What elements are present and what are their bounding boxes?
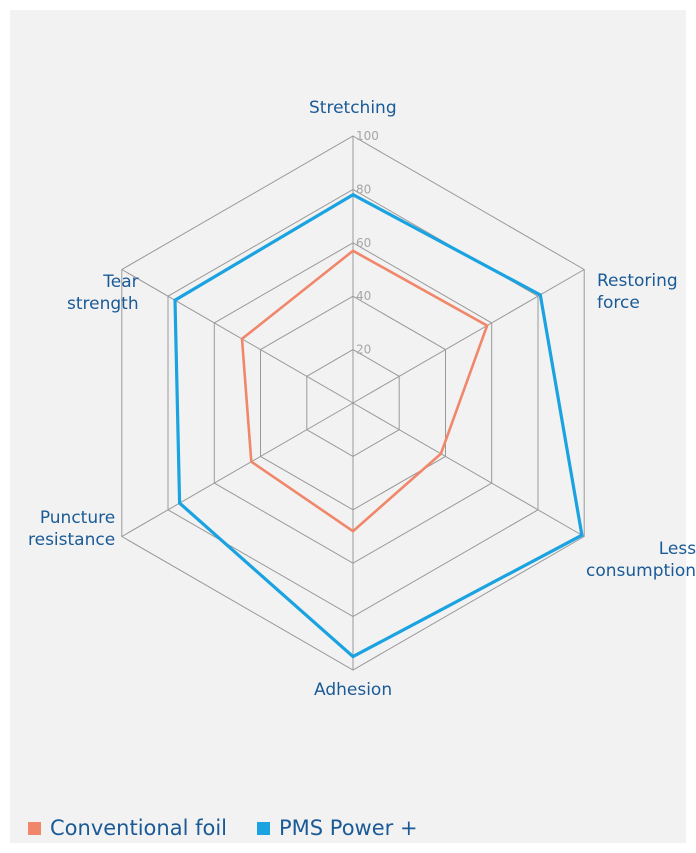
category-label-puncture-resistance: Puncture resistance (28, 508, 116, 550)
radar-grid (121, 135, 585, 671)
category-label-restoring-force: Restoring force (597, 271, 678, 313)
grid-spoke-5 (121, 269, 354, 404)
legend: Conventional foil PMS Power + (28, 816, 448, 840)
chart-panel (10, 10, 686, 843)
legend-swatch-conventional-foil (28, 821, 41, 835)
legend-item-conventional-foil: Conventional foil (28, 816, 227, 840)
tick-label-80: 80 (356, 182, 371, 196)
grid-spoke-2 (352, 402, 585, 537)
category-label-stretching: Stretching (309, 98, 397, 118)
radial-tick-labels: 20 40 60 80 100 (356, 129, 379, 357)
series-line-conventional-foil (240, 249, 489, 533)
grid-spoke-4 (121, 402, 354, 537)
tick-label-20: 20 (356, 343, 371, 357)
category-label-tear-strength: Tear strength (67, 272, 139, 314)
category-label-adhesion: Adhesion (314, 680, 393, 700)
legend-label-pms-power: PMS Power + (279, 816, 418, 840)
tick-label-40: 40 (356, 289, 371, 303)
series-line-pms-power (173, 192, 584, 659)
radar-series (173, 192, 584, 659)
tick-label-60: 60 (356, 236, 371, 250)
tick-label-100: 100 (356, 129, 379, 143)
legend-label-conventional-foil: Conventional foil (50, 816, 227, 840)
legend-swatch-pms-power (257, 821, 270, 835)
category-label-less-consumption: Less consumption (586, 539, 696, 581)
legend-item-pms-power: PMS Power + (257, 816, 418, 840)
grid-spoke-1 (352, 269, 585, 404)
